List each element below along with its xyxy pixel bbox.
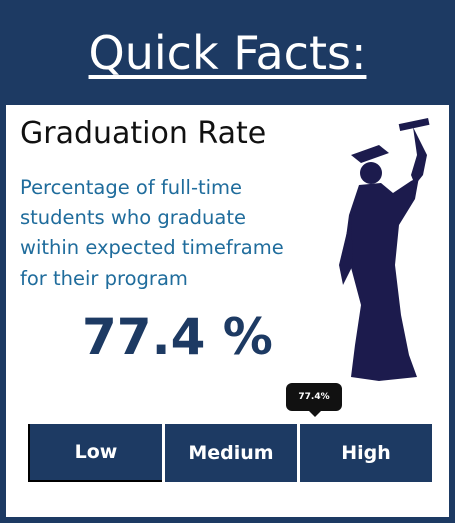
description-line: within expected timeframe xyxy=(20,236,284,259)
marker-label: 77.4% xyxy=(298,392,329,402)
value-marker: 77.4% xyxy=(286,383,342,411)
description-line: for their program xyxy=(20,267,188,290)
scale-segment: Low xyxy=(28,424,162,482)
description-line: students who graduate xyxy=(20,206,246,229)
metric-title: Graduation Rate xyxy=(20,116,266,151)
scale-segment: High xyxy=(297,424,432,482)
scale-segment: Medium xyxy=(162,424,297,482)
graduate-silhouette xyxy=(331,115,441,385)
header: Quick Facts: xyxy=(0,0,455,105)
fact-card: Quick Facts: Graduation Rate Percentage … xyxy=(0,0,455,523)
scale-bar: Low Medium High xyxy=(28,424,432,482)
description-line: Percentage of full-time xyxy=(20,176,242,199)
metric-value: 77.4 % xyxy=(82,308,273,366)
header-title: Quick Facts: xyxy=(89,26,367,80)
